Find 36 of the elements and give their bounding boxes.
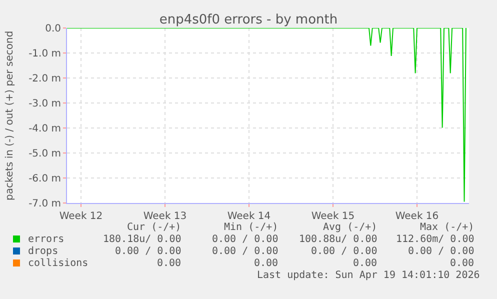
text: 0.00 / 0.00: [408, 246, 474, 257]
text: 0.00 / 0.00: [311, 246, 378, 257]
chart-title: enp4s0f0 errors - by month: [159, 12, 338, 28]
text: Cur (-/+): [127, 222, 182, 233]
legend-label: errors: [28, 234, 64, 245]
y-tick-label: -5.0 m: [28, 148, 61, 160]
y-tick-label: -6.0 m: [28, 174, 61, 184]
text: 112.60m/ 0.00: [396, 234, 474, 245]
text: 0.00 / 0.00: [212, 234, 278, 245]
text: 0.00 / 0.00: [212, 246, 278, 257]
y-axis-title: packets in (-) / out (+) per second: [4, 30, 16, 200]
text: Min (-/+): [224, 222, 278, 233]
text: 0.00: [157, 258, 182, 269]
y-tick-label: 0.0: [45, 24, 61, 34]
text: 0.00 / 0.00: [115, 246, 182, 257]
legend-label: drops: [28, 246, 58, 257]
y-tick-label: -2.0 m: [28, 74, 61, 84]
text: 0.00: [254, 258, 278, 269]
x-tick-label: Week 15: [311, 211, 355, 222]
x-tick-label: Week 12: [59, 211, 103, 222]
y-tick-label: -1.0 m: [28, 48, 61, 60]
text: Max (-/+): [420, 222, 474, 233]
y-tick-label: -3.0 m: [28, 98, 61, 110]
x-tick-label: Week 14: [227, 211, 271, 222]
x-tick-label: Week 13: [143, 211, 187, 222]
text: Avg (-/+): [323, 222, 378, 233]
y-tick-label: -4.0 m: [28, 124, 61, 134]
line-series: [67, 28, 466, 202]
text: 100.88u/ 0.00: [299, 234, 378, 245]
text: 0.00: [353, 258, 378, 269]
y-tick-label: -7.0 m: [28, 198, 61, 210]
text: Last update: Sun Apr 19 14:01:10 2026: [257, 270, 480, 281]
x-tick-label: Week 16: [395, 211, 439, 222]
text: 180.18u/ 0.00: [103, 234, 182, 245]
text: 0.00: [450, 258, 474, 269]
legend-label: collisions: [28, 258, 88, 269]
